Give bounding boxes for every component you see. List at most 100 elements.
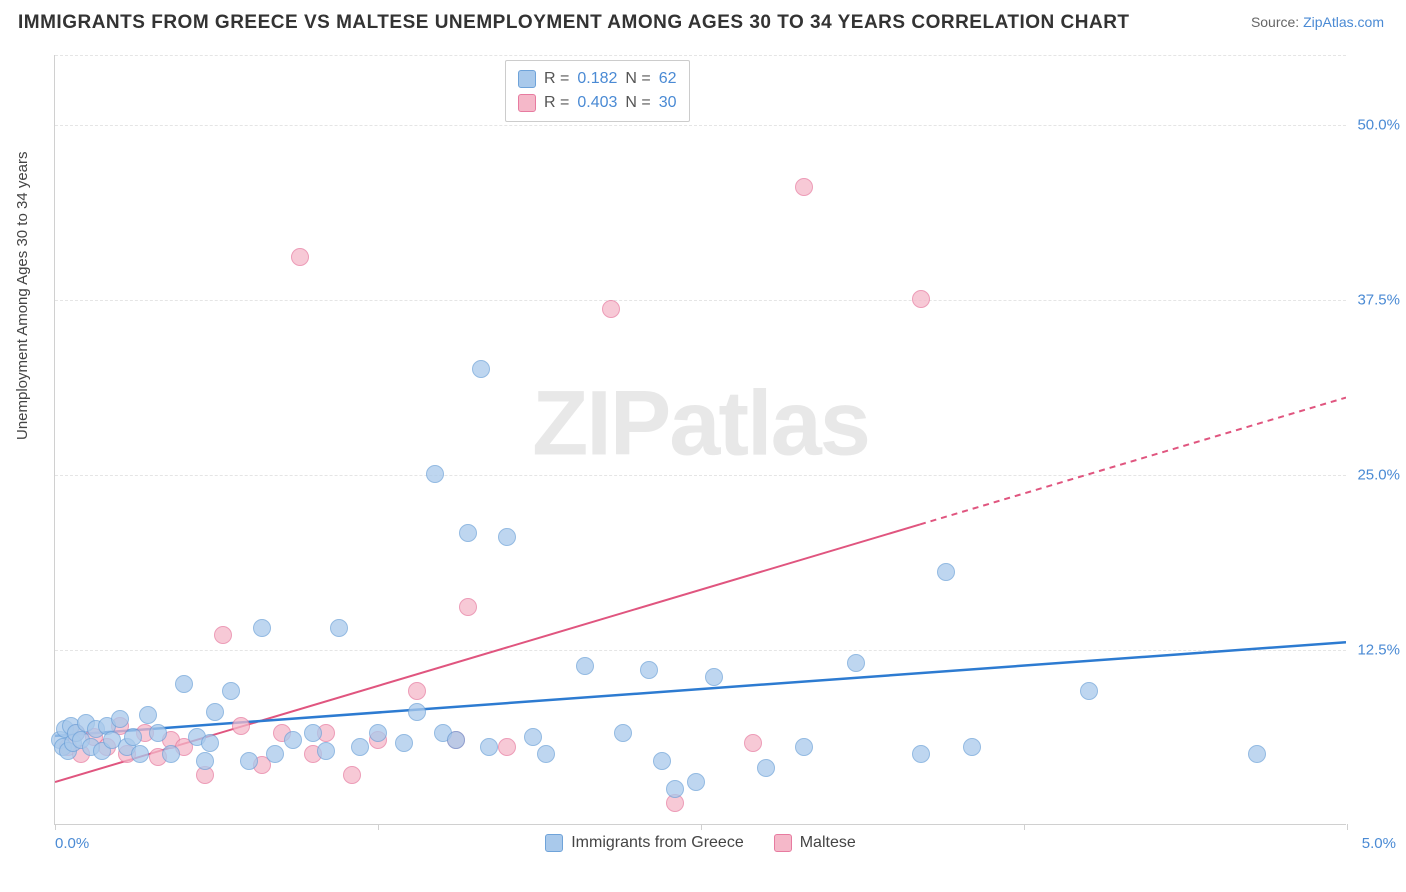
x-axis-max-label: 5.0% xyxy=(1362,835,1396,852)
greece-point xyxy=(124,728,142,746)
n-label: N = xyxy=(625,67,650,91)
greece-point xyxy=(1248,745,1266,763)
greece-point xyxy=(1080,682,1098,700)
y-tick-label: 25.0% xyxy=(1357,467,1400,484)
legend-label-maltese: Maltese xyxy=(800,834,856,852)
greece-point xyxy=(162,745,180,763)
maltese-point xyxy=(498,738,516,756)
greece-point xyxy=(408,703,426,721)
legend-correlation: R = 0.182 N = 62 R = 0.403 N = 30 xyxy=(505,60,690,122)
greece-point xyxy=(304,724,322,742)
maltese-point xyxy=(795,178,813,196)
maltese-point xyxy=(408,682,426,700)
greece-point xyxy=(266,745,284,763)
greece-point xyxy=(111,710,129,728)
greece-point xyxy=(472,360,490,378)
greece-point xyxy=(705,668,723,686)
maltese-point xyxy=(343,766,361,784)
gridline xyxy=(55,475,1346,476)
gridline xyxy=(55,55,1346,56)
maltese-point xyxy=(291,248,309,266)
maltese-point xyxy=(912,290,930,308)
n-value-maltese: 30 xyxy=(659,91,677,115)
greece-point xyxy=(537,745,555,763)
legend-row-greece: R = 0.182 N = 62 xyxy=(518,67,677,91)
maltese-point xyxy=(214,626,232,644)
greece-point xyxy=(149,724,167,742)
legend-label-greece: Immigrants from Greece xyxy=(571,834,743,852)
greece-point xyxy=(369,724,387,742)
n-label: N = xyxy=(625,91,650,115)
greece-point xyxy=(963,738,981,756)
n-value-greece: 62 xyxy=(659,67,677,91)
y-tick-label: 37.5% xyxy=(1357,292,1400,309)
x-tick xyxy=(701,824,702,830)
greece-point xyxy=(498,528,516,546)
source-attribution: Source: ZipAtlas.com xyxy=(1251,14,1384,30)
maltese-point xyxy=(459,598,477,616)
greece-point xyxy=(131,745,149,763)
watermark: ZIPatlas xyxy=(532,372,869,477)
greece-point xyxy=(912,745,930,763)
legend-item-greece: Immigrants from Greece xyxy=(545,834,743,852)
greece-point xyxy=(330,619,348,637)
source-label: Source: xyxy=(1251,14,1303,30)
greece-point xyxy=(847,654,865,672)
greece-point xyxy=(175,675,193,693)
greece-point xyxy=(480,738,498,756)
y-tick-label: 50.0% xyxy=(1357,117,1400,134)
greece-point xyxy=(795,738,813,756)
y-tick-label: 12.5% xyxy=(1357,642,1400,659)
greece-point xyxy=(576,657,594,675)
swatch-greece xyxy=(518,70,536,88)
maltese-point xyxy=(744,734,762,752)
x-tick xyxy=(1347,824,1348,830)
greece-point xyxy=(253,619,271,637)
r-value-maltese: 0.403 xyxy=(577,91,617,115)
greece-point xyxy=(196,752,214,770)
greece-point xyxy=(666,780,684,798)
greece-point xyxy=(687,773,705,791)
legend-row-maltese: R = 0.403 N = 30 xyxy=(518,91,677,115)
r-label: R = xyxy=(544,67,569,91)
greece-point xyxy=(317,742,335,760)
greece-point xyxy=(139,706,157,724)
greece-point xyxy=(426,465,444,483)
scatter-chart: ZIPatlas 12.5%25.0%37.5%50.0% R = 0.182 … xyxy=(54,55,1346,825)
greece-point xyxy=(447,731,465,749)
greece-point xyxy=(640,661,658,679)
greece-point xyxy=(284,731,302,749)
x-tick xyxy=(378,824,379,830)
y-axis-label: Unemployment Among Ages 30 to 34 years xyxy=(14,151,31,440)
r-label: R = xyxy=(544,91,569,115)
greece-point xyxy=(653,752,671,770)
greece-point xyxy=(222,682,240,700)
page-title: IMMIGRANTS FROM GREECE VS MALTESE UNEMPL… xyxy=(18,12,1130,34)
greece-point xyxy=(459,524,477,542)
maltese-trendline-extrapolated xyxy=(920,398,1346,525)
legend-item-maltese: Maltese xyxy=(774,834,856,852)
greece-point xyxy=(614,724,632,742)
greece-point xyxy=(351,738,369,756)
maltese-point xyxy=(602,300,620,318)
greece-point xyxy=(395,734,413,752)
gridline xyxy=(55,650,1346,651)
swatch-maltese xyxy=(774,834,792,852)
gridline xyxy=(55,125,1346,126)
watermark-light: atlas xyxy=(669,373,869,475)
x-tick xyxy=(55,824,56,830)
maltese-point xyxy=(232,717,250,735)
greece-point xyxy=(206,703,224,721)
legend-series: Immigrants from Greece Maltese xyxy=(55,834,1346,852)
greece-point xyxy=(757,759,775,777)
trend-lines xyxy=(55,55,1346,824)
watermark-bold: ZIP xyxy=(532,373,669,475)
gridline xyxy=(55,300,1346,301)
greece-point xyxy=(937,563,955,581)
greece-point xyxy=(201,734,219,752)
swatch-maltese xyxy=(518,94,536,112)
swatch-greece xyxy=(545,834,563,852)
greece-point xyxy=(240,752,258,770)
greece-point xyxy=(524,728,542,746)
source-link[interactable]: ZipAtlas.com xyxy=(1303,14,1384,30)
